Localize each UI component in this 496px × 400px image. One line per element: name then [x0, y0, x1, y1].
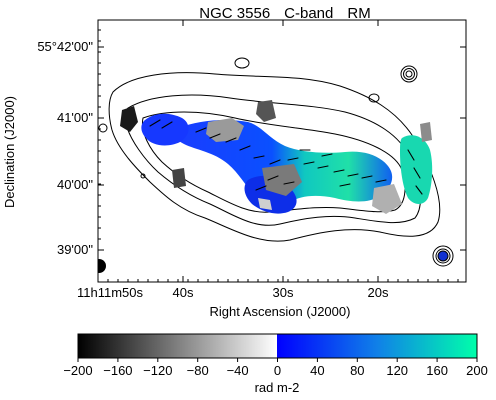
colorbar-positive — [277, 334, 477, 358]
contour-source-ne — [234, 57, 250, 69]
contour-source-small-1 — [368, 93, 380, 103]
x-tick-label: 20s — [368, 285, 389, 300]
rm-patch-negative-4 — [262, 164, 302, 196]
contour-source-small-2 — [98, 123, 108, 133]
y-axis: 55°42'00" 41'00" 40'00" 39'00" — [37, 29, 466, 273]
x-tick-label: 40s — [173, 285, 194, 300]
beam-ellipse — [98, 259, 106, 273]
plot-area — [98, 57, 454, 273]
title-quantity: RM — [347, 5, 370, 22]
colorbar-tick-label: 0 — [274, 363, 281, 378]
contour-source-bright-2 — [403, 68, 415, 80]
y-tick-label: 41'00" — [57, 110, 93, 125]
rm-patch-negative-6 — [172, 168, 186, 188]
colorbar-tick-label: 200 — [466, 363, 488, 378]
rm-region-west — [141, 113, 189, 146]
y-axis-label: Declination (J2000) — [2, 96, 17, 208]
title-band: C-band — [284, 5, 333, 22]
colorbar-tick-label: −160 — [103, 363, 132, 378]
colorbar-tick-label: 80 — [350, 363, 364, 378]
contour-source-se-1 — [432, 245, 454, 267]
rm-patch-negative-7 — [420, 122, 432, 142]
rm-patch-negative-5 — [372, 184, 402, 214]
title-object: NGC 3556 — [199, 5, 270, 22]
colorbar-tick-label: −200 — [63, 363, 92, 378]
contour-mid — [124, 94, 421, 226]
rm-region-east — [400, 135, 433, 204]
x-axis: 11h11m50s 40s 30s 20s — [77, 20, 459, 300]
colorbar-negative — [78, 334, 277, 358]
x-tick-label: 11h11m50s — [77, 285, 144, 300]
colorbar-tick-label: −120 — [143, 363, 172, 378]
x-tick-label: 30s — [273, 285, 294, 300]
chart-title: NGC 3556 C-band RM — [199, 5, 370, 22]
contour-source-se-2 — [435, 248, 451, 264]
field-vectors — [149, 119, 423, 195]
colorbar-label: rad m-2 — [255, 380, 300, 395]
x-axis-label: Right Ascension (J2000) — [210, 304, 351, 319]
colorbar-tick-label: 160 — [426, 363, 448, 378]
colorbar-tick-label: −80 — [187, 363, 209, 378]
y-tick-label: 55°42'00" — [37, 39, 93, 54]
colorbar: −200 −160 −120 −80 −40 0 40 80 120 160 200 rad m-2 — [63, 333, 488, 395]
contour-source-se-3 — [437, 250, 449, 262]
colorbar-tick-label: 40 — [310, 363, 324, 378]
contour-source-small-3 — [140, 173, 146, 179]
contour-outer — [108, 72, 441, 242]
colorbar-tick-label: 120 — [386, 363, 408, 378]
colorbar-tick-label: −40 — [227, 363, 249, 378]
y-tick-label: 40'00" — [57, 177, 93, 192]
rm-patch-negative-3 — [256, 100, 276, 122]
y-tick-label: 39'00" — [57, 242, 93, 257]
rm-patch-negative-1 — [120, 106, 138, 132]
contour-source-bright-1 — [400, 65, 418, 83]
rm-patch-negative-8 — [258, 198, 272, 210]
contour-source-bright-3 — [405, 70, 413, 78]
